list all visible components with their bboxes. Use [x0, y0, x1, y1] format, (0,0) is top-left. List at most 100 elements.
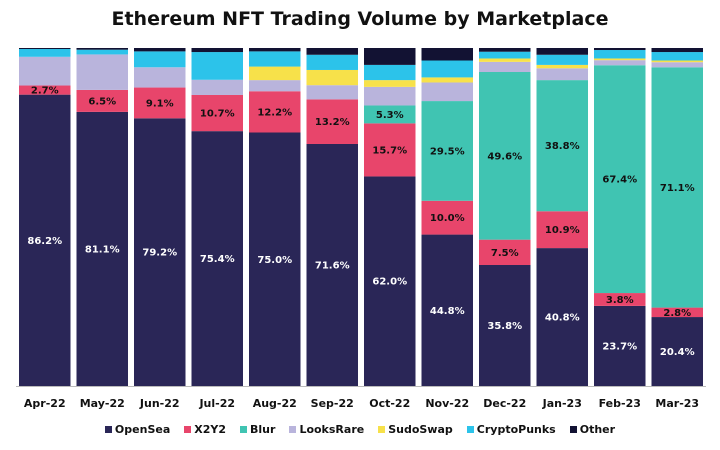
bar-x2y2-mar-23 — [651, 307, 703, 318]
bar-looksrare-dec-22 — [479, 61, 531, 72]
data-label-opensea-apr-22: 86.2% — [27, 236, 62, 247]
x-tick-label-jul-22: Jul-22 — [198, 397, 235, 410]
bar-blur-mar-23 — [651, 67, 703, 308]
data-label-x2y2-jun-22: 9.1% — [146, 98, 174, 109]
bar-cryptopunks-may-22 — [76, 49, 128, 55]
legend-item-blur: Blur — [240, 423, 275, 436]
data-label-opensea-aug-22: 75.0% — [257, 255, 292, 266]
bar-sudoswap-sep-22 — [306, 69, 358, 86]
data-label-blur-oct-22: 5.3% — [376, 110, 404, 121]
bar-opensea-jun-22 — [134, 118, 186, 386]
bar-looksrare-mar-23 — [651, 62, 703, 68]
bar-looksrare-may-22 — [76, 54, 128, 90]
bar-x2y2-jun-22 — [134, 87, 186, 119]
bar-looksrare-feb-23 — [594, 60, 646, 66]
bar-blur-oct-22 — [364, 105, 416, 124]
x-tick-label-may-22: May-22 — [80, 397, 125, 410]
legend-swatch-opensea — [104, 426, 112, 433]
data-label-opensea-oct-22: 62.0% — [372, 277, 407, 288]
bar-sudoswap-nov-22 — [421, 77, 473, 83]
x-tick-label-jan-23: Jan-23 — [542, 397, 582, 410]
bar-sudoswap-mar-23 — [651, 60, 703, 63]
data-label-blur-feb-23: 67.4% — [602, 175, 637, 186]
legend-label-cryptopunks: CryptoPunks — [476, 423, 556, 436]
chart-title: Ethereum NFT Trading Volume by Marketpla… — [111, 8, 609, 30]
legend-item-looksrare: LooksRare — [289, 423, 364, 436]
bar-opensea-jan-23 — [536, 248, 588, 386]
data-label-opensea-sep-22: 71.6% — [315, 260, 350, 271]
bar-looksrare-apr-22 — [19, 56, 71, 86]
data-label-x2y2-mar-23: 2.8% — [663, 308, 691, 319]
legend-item-opensea: OpenSea — [104, 423, 170, 436]
bar-sudoswap-dec-22 — [479, 58, 531, 62]
data-label-x2y2-aug-22: 12.2% — [257, 107, 292, 118]
bar-opensea-dec-22 — [479, 264, 531, 386]
data-label-opensea-jul-22: 75.4% — [200, 254, 235, 265]
x-tick-label-sep-22: Sep-22 — [311, 397, 354, 410]
legend-label-sudoswap: SudoSwap — [388, 423, 453, 436]
data-label-blur-jan-23: 38.8% — [545, 141, 580, 152]
legend-swatch-sudoswap — [378, 426, 386, 433]
bar-x2y2-apr-22 — [19, 85, 71, 95]
legend-label-x2y2: X2Y2 — [194, 423, 227, 436]
bar-other-feb-23 — [594, 48, 646, 51]
bar-looksrare-sep-22 — [306, 85, 358, 100]
legend-swatch-looksrare — [289, 426, 297, 433]
data-label-opensea-nov-22: 44.8% — [430, 306, 465, 317]
x-tick-label-dec-22: Dec-22 — [483, 397, 526, 410]
bar-other-nov-22 — [421, 48, 473, 61]
data-label-opensea-dec-22: 35.8% — [487, 321, 522, 332]
x-tick-label-apr-22: Apr-22 — [24, 397, 66, 410]
bar-cryptopunks-mar-23 — [651, 52, 703, 61]
bar-opensea-aug-22 — [249, 132, 301, 386]
data-label-x2y2-apr-22: 2.7% — [31, 86, 59, 97]
legend-item-cryptopunks: CryptoPunks — [466, 423, 556, 436]
bar-looksrare-jan-23 — [536, 68, 588, 81]
legend-item-other: Other — [569, 423, 615, 436]
legend-label-blur: Blur — [250, 423, 276, 436]
bar-opensea-may-22 — [76, 111, 128, 386]
legend-label-looksrare: LooksRare — [299, 423, 365, 436]
bar-cryptopunks-aug-22 — [249, 51, 301, 67]
bar-opensea-nov-22 — [421, 234, 473, 386]
bar-blur-jan-23 — [536, 80, 588, 212]
bar-looksrare-jun-22 — [134, 67, 186, 88]
bar-x2y2-jan-23 — [536, 211, 588, 249]
bar-looksrare-aug-22 — [249, 80, 301, 92]
data-label-blur-nov-22: 29.5% — [430, 146, 465, 157]
bar-other-dec-22 — [479, 48, 531, 52]
data-label-x2y2-sep-22: 13.2% — [315, 117, 350, 128]
bar-x2y2-jul-22 — [191, 94, 243, 132]
bar-x2y2-oct-22 — [364, 123, 416, 177]
data-label-blur-mar-23: 71.1% — [660, 183, 695, 194]
bar-opensea-oct-22 — [364, 176, 416, 386]
legend-swatch-x2y2 — [184, 426, 192, 433]
bar-other-jun-22 — [134, 48, 186, 52]
data-label-x2y2-dec-22: 7.5% — [491, 248, 519, 259]
bar-cryptopunks-oct-22 — [364, 64, 416, 81]
data-label-opensea-mar-23: 20.4% — [660, 347, 695, 358]
data-label-x2y2-feb-23: 3.8% — [606, 295, 634, 306]
bar-other-jul-22 — [191, 48, 243, 53]
data-label-x2y2-jan-23: 10.9% — [545, 225, 580, 236]
bar-sudoswap-jan-23 — [536, 64, 588, 69]
bar-cryptopunks-sep-22 — [306, 54, 358, 70]
x-tick-label-nov-22: Nov-22 — [425, 397, 469, 410]
x-tick-label-aug-22: Aug-22 — [253, 397, 297, 410]
x-tick-label-mar-23: Mar-23 — [655, 397, 699, 410]
bar-opensea-feb-23 — [594, 305, 646, 386]
bar-cryptopunks-nov-22 — [421, 60, 473, 78]
bar-cryptopunks-dec-22 — [479, 51, 531, 59]
data-label-opensea-may-22: 81.1% — [85, 244, 120, 255]
bar-x2y2-nov-22 — [421, 200, 473, 235]
data-label-opensea-feb-23: 23.7% — [602, 341, 637, 352]
bar-x2y2-may-22 — [76, 89, 128, 112]
bar-opensea-jul-22 — [191, 131, 243, 386]
x-tick-label-jun-22: Jun-22 — [139, 397, 180, 410]
bar-looksrare-oct-22 — [364, 86, 416, 106]
bar-x2y2-feb-23 — [594, 293, 646, 306]
bar-blur-dec-22 — [479, 71, 531, 240]
data-label-opensea-jun-22: 79.2% — [142, 248, 177, 259]
